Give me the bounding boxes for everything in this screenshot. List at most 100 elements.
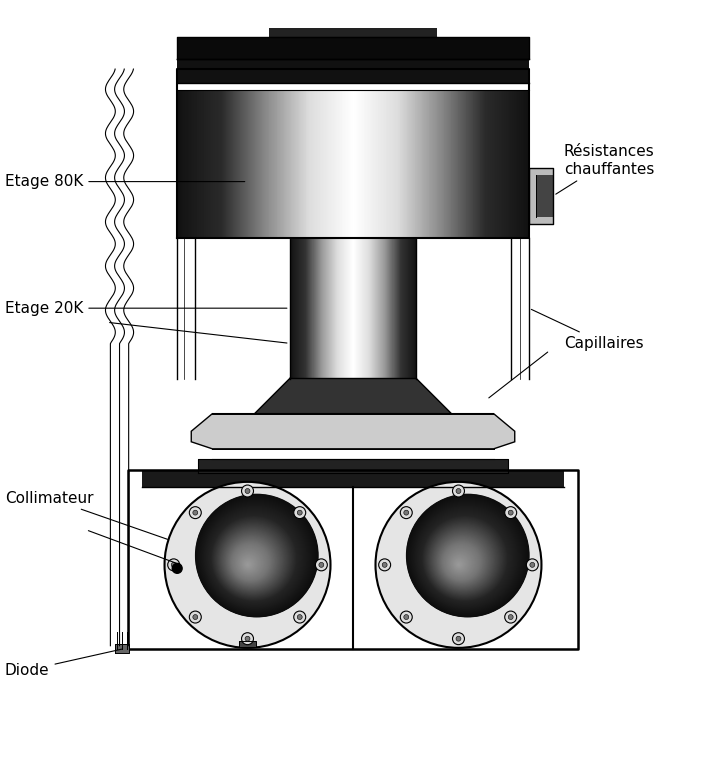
Polygon shape <box>257 69 258 238</box>
Circle shape <box>456 562 461 567</box>
Circle shape <box>210 515 298 602</box>
Circle shape <box>205 507 306 608</box>
Polygon shape <box>372 69 373 238</box>
Polygon shape <box>213 449 493 459</box>
Circle shape <box>445 547 477 578</box>
Circle shape <box>410 500 524 613</box>
Polygon shape <box>295 69 296 238</box>
Polygon shape <box>505 69 506 238</box>
Polygon shape <box>322 69 323 238</box>
Circle shape <box>213 518 294 600</box>
Circle shape <box>438 537 487 586</box>
Polygon shape <box>260 69 261 238</box>
Circle shape <box>430 526 498 593</box>
Circle shape <box>230 541 271 582</box>
Circle shape <box>218 525 287 594</box>
Polygon shape <box>370 69 371 238</box>
Circle shape <box>413 503 520 610</box>
Text: Diode: Diode <box>5 650 121 678</box>
Polygon shape <box>358 69 359 238</box>
Polygon shape <box>389 69 390 238</box>
Polygon shape <box>275 69 277 238</box>
Circle shape <box>232 543 270 581</box>
Circle shape <box>193 510 198 515</box>
Polygon shape <box>347 69 348 238</box>
Polygon shape <box>521 69 522 238</box>
Circle shape <box>221 529 283 591</box>
Polygon shape <box>196 69 198 238</box>
Polygon shape <box>212 69 213 238</box>
Circle shape <box>220 527 285 593</box>
Polygon shape <box>496 69 497 238</box>
Polygon shape <box>384 69 385 238</box>
Polygon shape <box>199 69 200 238</box>
Polygon shape <box>328 69 329 238</box>
Circle shape <box>319 562 324 567</box>
Polygon shape <box>515 69 517 238</box>
Circle shape <box>444 545 479 580</box>
Circle shape <box>417 509 514 606</box>
Circle shape <box>242 557 255 571</box>
Circle shape <box>240 554 258 572</box>
Polygon shape <box>390 69 391 238</box>
Polygon shape <box>455 69 456 238</box>
Polygon shape <box>396 69 397 238</box>
Circle shape <box>221 529 284 591</box>
Circle shape <box>420 513 510 603</box>
Circle shape <box>445 547 476 578</box>
Polygon shape <box>306 69 307 238</box>
Circle shape <box>414 506 517 609</box>
Circle shape <box>453 557 467 571</box>
Circle shape <box>414 504 519 609</box>
Text: Etage 20K: Etage 20K <box>5 301 287 316</box>
Circle shape <box>234 547 265 578</box>
Polygon shape <box>448 69 449 238</box>
Polygon shape <box>474 69 475 238</box>
Circle shape <box>203 503 309 610</box>
Circle shape <box>441 540 483 583</box>
Polygon shape <box>381 69 382 238</box>
Polygon shape <box>471 69 472 238</box>
Circle shape <box>246 562 251 567</box>
Circle shape <box>235 548 264 577</box>
Polygon shape <box>472 69 474 238</box>
Circle shape <box>450 553 470 574</box>
Polygon shape <box>256 69 257 238</box>
Circle shape <box>443 544 479 580</box>
Polygon shape <box>431 69 432 238</box>
Polygon shape <box>311 69 313 238</box>
Polygon shape <box>353 69 354 238</box>
Circle shape <box>246 562 250 566</box>
Circle shape <box>411 501 522 612</box>
Polygon shape <box>385 69 386 238</box>
Polygon shape <box>244 69 245 238</box>
Circle shape <box>237 550 263 576</box>
Circle shape <box>222 531 282 590</box>
Circle shape <box>439 539 484 584</box>
Circle shape <box>239 553 260 574</box>
Circle shape <box>210 513 299 603</box>
Polygon shape <box>379 69 381 238</box>
Polygon shape <box>198 69 199 238</box>
Circle shape <box>423 517 506 600</box>
Circle shape <box>407 496 528 616</box>
Circle shape <box>406 494 530 617</box>
Polygon shape <box>361 69 363 238</box>
Circle shape <box>239 553 259 573</box>
Circle shape <box>294 506 306 519</box>
Polygon shape <box>492 69 493 238</box>
Circle shape <box>226 536 277 586</box>
Circle shape <box>199 500 313 613</box>
Circle shape <box>237 550 262 575</box>
Polygon shape <box>198 459 508 473</box>
Circle shape <box>244 559 253 569</box>
Circle shape <box>240 555 258 572</box>
Circle shape <box>424 518 505 600</box>
Polygon shape <box>490 69 491 238</box>
Circle shape <box>234 547 266 578</box>
Polygon shape <box>229 69 230 238</box>
Polygon shape <box>221 69 222 238</box>
Polygon shape <box>377 69 378 238</box>
Polygon shape <box>494 69 496 238</box>
Circle shape <box>209 512 300 603</box>
